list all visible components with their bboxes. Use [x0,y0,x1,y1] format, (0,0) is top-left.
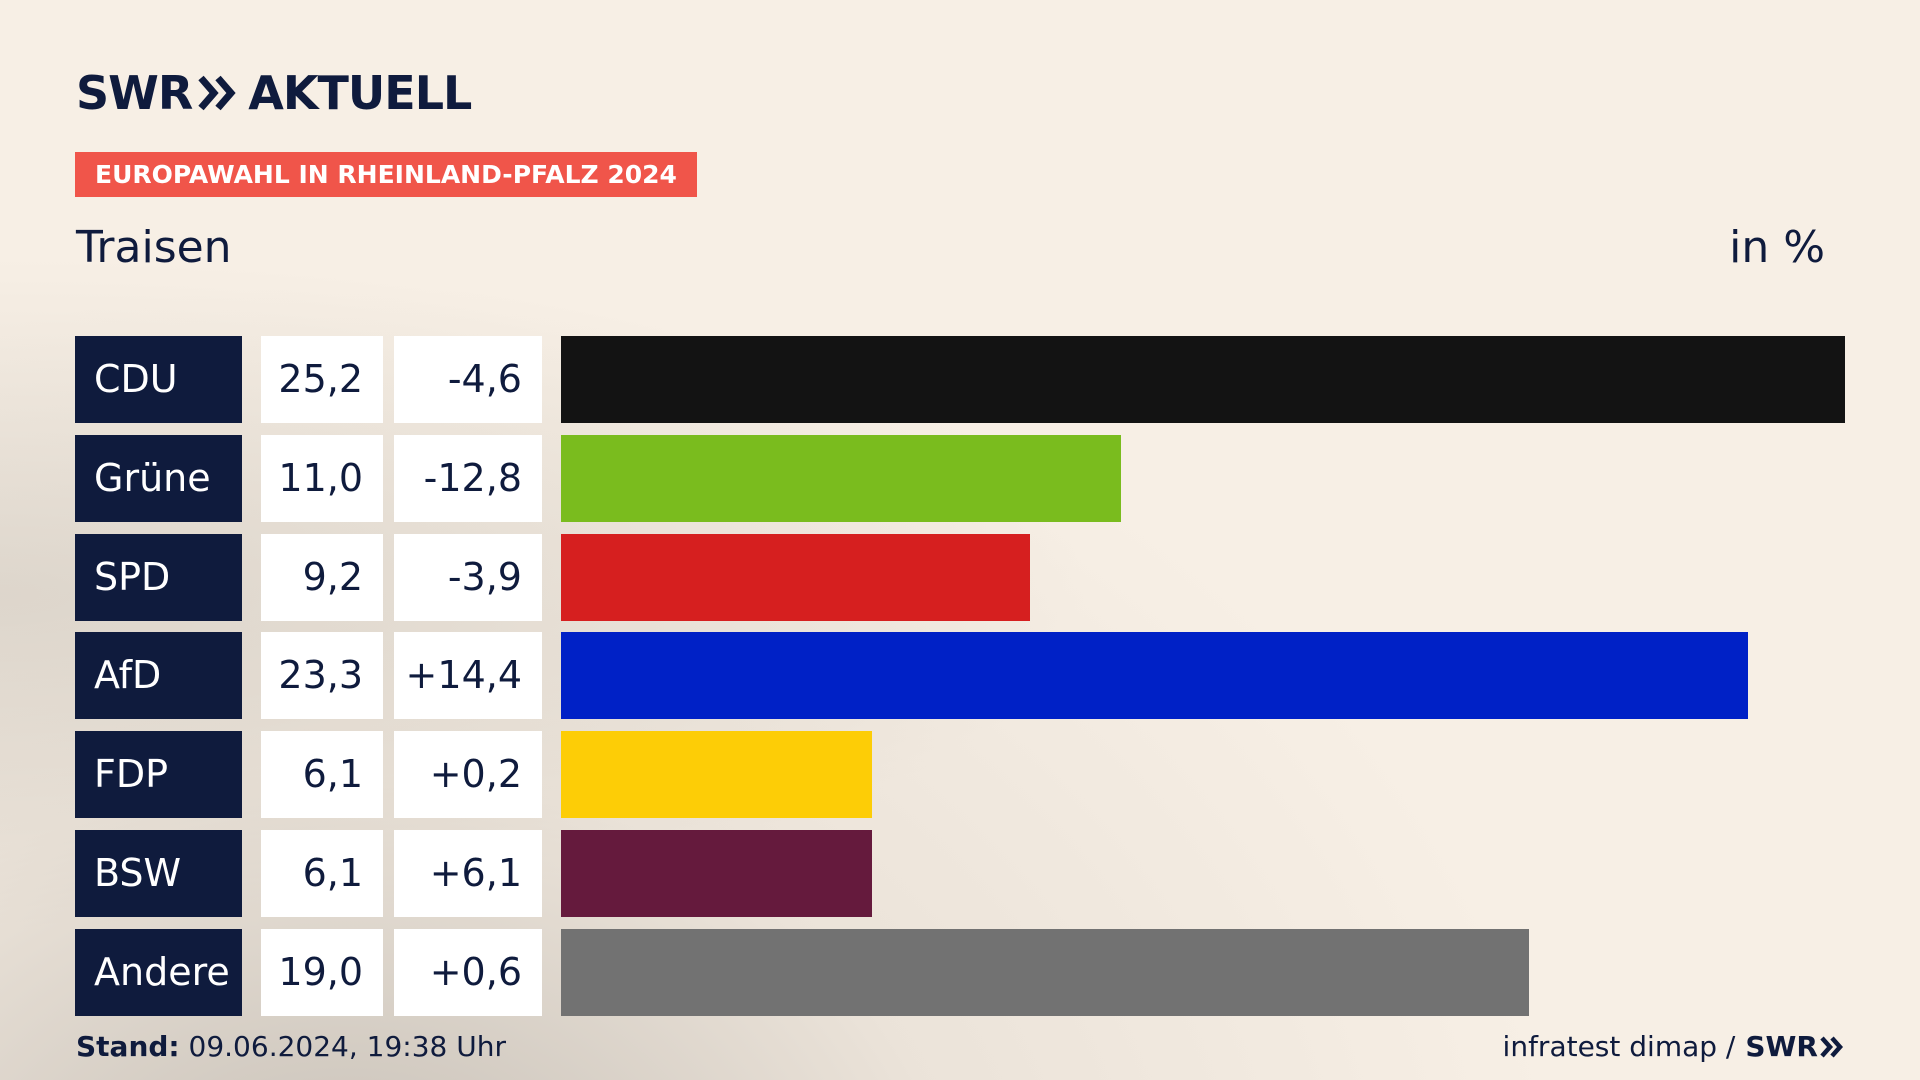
party-label: CDU [75,336,242,423]
result-row: AfD 23,3 +14,4 [75,632,1845,719]
party-label: AfD [75,632,242,719]
vote-change-value: +14,4 [394,632,542,719]
vote-share-value: 23,3 [261,632,383,719]
brand-text: SWR [1745,1030,1818,1063]
swr-aktuell-logo: SWR AKTUELL [76,66,472,120]
vote-share-value: 25,2 [261,336,383,423]
vote-share-bar [561,929,1529,1016]
party-label: SPD [75,534,242,621]
double-chevron-icon [198,75,236,111]
result-row: CDU 25,2 -4,6 [75,336,1845,423]
region-title: Traisen [76,222,232,273]
party-label: Andere [75,929,242,1016]
brand-chevron-icon [1820,1036,1844,1057]
party-label: BSW [75,830,242,917]
vote-share-bar [561,830,872,917]
result-row: Grüne 11,0 -12,8 [75,435,1845,522]
vote-share-bar [561,336,1845,423]
unit-label: in % [1729,222,1825,273]
source-credit: infratest dimap / SWR [1503,1030,1844,1063]
vote-change-value: +0,2 [394,731,542,818]
result-row: SPD 9,2 -3,9 [75,534,1845,621]
vote-share-value: 9,2 [261,534,383,621]
vote-share-bar [561,731,872,818]
source-text: infratest dimap / [1502,1030,1736,1063]
result-row: FDP 6,1 +0,2 [75,731,1845,818]
vote-change-value: -4,6 [394,336,542,423]
vote-share-bar [561,534,1030,621]
vote-share-value: 19,0 [261,929,383,1016]
vote-share-value: 11,0 [261,435,383,522]
timestamp: Stand: 09.06.2024, 19:38 Uhr [76,1030,506,1063]
party-label: Grüne [75,435,242,522]
stand-value: 09.06.2024, 19:38 Uhr [188,1030,506,1063]
vote-share-value: 6,1 [261,731,383,818]
party-label: FDP [75,731,242,818]
vote-change-value: -3,9 [394,534,542,621]
election-badge: EUROPAWAHL IN RHEINLAND-PFALZ 2024 [75,152,697,197]
result-row: BSW 6,1 +6,1 [75,830,1845,917]
vote-change-value: +6,1 [394,830,542,917]
vote-share-bar [561,632,1748,719]
logo-aktuell-text: AKTUELL [248,66,472,120]
vote-share-value: 6,1 [261,830,383,917]
vote-share-bar [561,435,1121,522]
swr-brand: SWR [1745,1030,1844,1063]
logo-swr-text: SWR [76,66,193,120]
stand-label: Stand: [76,1030,180,1063]
vote-change-value: -12,8 [394,435,542,522]
vote-change-value: +0,6 [394,929,542,1016]
result-row: Andere 19,0 +0,6 [75,929,1845,1016]
